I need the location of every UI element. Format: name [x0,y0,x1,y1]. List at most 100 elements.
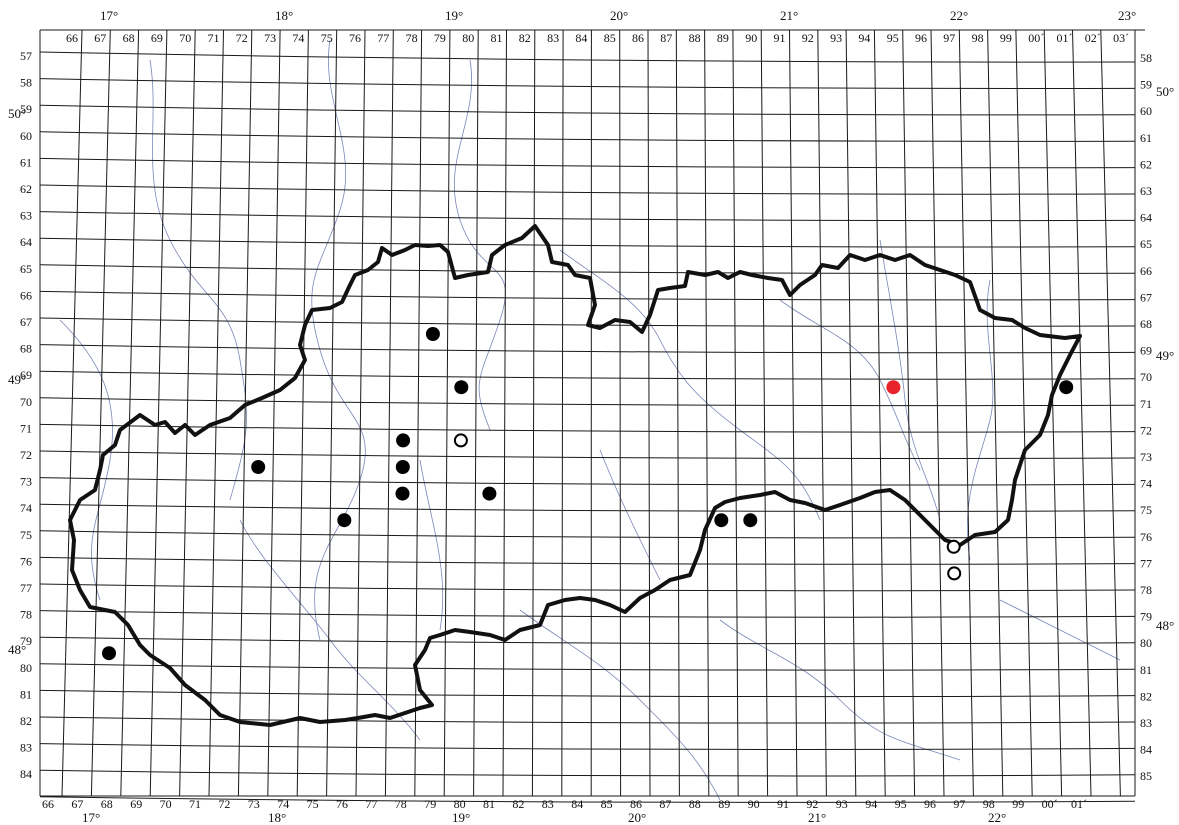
latitude-line [39,556,1136,565]
latitude-line [39,211,1136,222]
right-scale-label: 75 [1140,503,1152,517]
top-scale-label: 87 [660,31,672,45]
longitude-line [326,29,338,797]
top-scale-label: 72 [236,31,248,45]
record-filled [251,460,266,474]
record-filled [743,513,758,528]
longitude-line [845,29,857,797]
top-degree-label: 21° [780,8,798,23]
right-degree-label: 49° [1156,348,1174,363]
bottom-scale: 66 67 68 69 70 71 72 73 74 75 76 77 78 79 80 81 82 83 84 85… [42,797,1087,811]
country-border [68,224,1082,727]
latitude-line [39,184,1136,195]
right-scale-label: 76 [1140,530,1152,544]
bottom-scale-label: 91 [777,797,789,811]
latitude-line [39,264,1136,274]
bottom-scale-label: 94 [865,797,877,811]
left-scale-label: 62 [20,182,32,196]
top-scale-label: 73 [264,31,276,45]
longitude-line [732,29,739,797]
records [102,327,1074,661]
bottom-scale-label: 87 [659,797,671,811]
bottom-scale-label: 67 [71,797,83,811]
top-degree-label: 23° [1118,8,1136,23]
bottom-scale-label: 83 [542,797,554,811]
top-scale-label: 96 [915,31,927,45]
latitude-line [39,530,1136,539]
right-scale-label: 85 [1140,769,1152,783]
latitude-line [39,344,1136,354]
record-filled [1059,380,1074,395]
left-scale-label: 77 [20,581,32,595]
longitude-line [208,29,224,797]
left-scale-label: 66 [20,288,32,302]
latitude-line [39,636,1136,645]
top-scale-label: 77 [377,31,389,45]
bottom-scale-label: 75 [307,797,319,811]
left-scale-label: 64 [20,235,32,249]
latitude-line [39,450,1136,460]
right-scale-label: 74 [1140,477,1152,491]
bottom-scale-label: 97 [953,797,965,811]
right-scale-label: 68 [1140,317,1152,331]
top-scale-label: 94 [858,31,870,45]
top-scale-label: 92 [802,31,814,45]
bottom-scale-label: 98 [983,797,995,811]
longitude-line [1072,29,1092,797]
longitude-line [1043,29,1063,797]
right-scale-label: 64 [1140,211,1152,225]
top-degree-label: 17° [100,8,118,23]
right-scale-label: 71 [1140,397,1152,411]
right-scale-label: 79 [1140,610,1152,624]
latitude-line [39,370,1136,380]
top-scale-label: 69 [151,31,163,45]
top-scale-label: 00´ [1028,31,1044,45]
bottom-scale-label: 90 [748,797,760,811]
right-scale-label: 60 [1140,104,1152,118]
left-scale-label: 68 [20,342,32,356]
top-scale-label: 67 [94,31,106,45]
latitude-line [39,743,1136,750]
left-scale-label: 59 [20,102,32,116]
longitude-line [789,29,798,797]
record-filled [395,486,410,501]
longitude-line [675,29,680,797]
bottom-degree-label: 19° [452,810,470,825]
left-scale-label: 84 [20,767,32,781]
record-filled [337,513,352,528]
bottom-scale-label: 76 [336,797,348,811]
longitude-line [1100,29,1121,797]
longitude-line [704,29,710,797]
longitude-line [296,29,309,797]
left-scale-label: 60 [20,129,32,143]
latitude-line [39,104,1136,116]
longitude-line [647,29,651,797]
bottom-scale-label: 80 [454,797,466,811]
bottom-degree-label: 20° [628,810,646,825]
left-scale-label: 70 [20,395,32,409]
bottom-scale-label: 95 [895,797,907,811]
right-scale-label: 72 [1140,423,1152,437]
latitude-line [39,423,1136,433]
bottom-scale-label: 72 [218,797,230,811]
bottom-scale-label: 85 [601,797,613,811]
longitude-line [531,29,536,797]
right-scale-label: 59 [1140,78,1152,92]
bottom-scale-label: 96 [924,797,936,811]
bottom-scale-label: 93 [836,797,848,811]
bottom-scale-label: 68 [101,797,113,811]
left-degree-label: 48° [8,642,26,657]
left-scale-label: 73 [20,475,32,489]
top-scale-label: 90 [745,31,757,45]
right-scale-label: 78 [1140,583,1152,597]
right-scale-label: 84 [1140,743,1152,757]
right-scale-label: 65 [1140,237,1152,251]
left-scale-label: 65 [20,262,32,276]
left-scale-label: 71 [20,421,32,435]
longitude-line [902,29,916,797]
bottom-scale-label: 78 [395,797,407,811]
bottom-scale-label: 86 [630,797,642,811]
right-scale-label: 67 [1140,290,1152,304]
latitude-line [39,237,1136,248]
